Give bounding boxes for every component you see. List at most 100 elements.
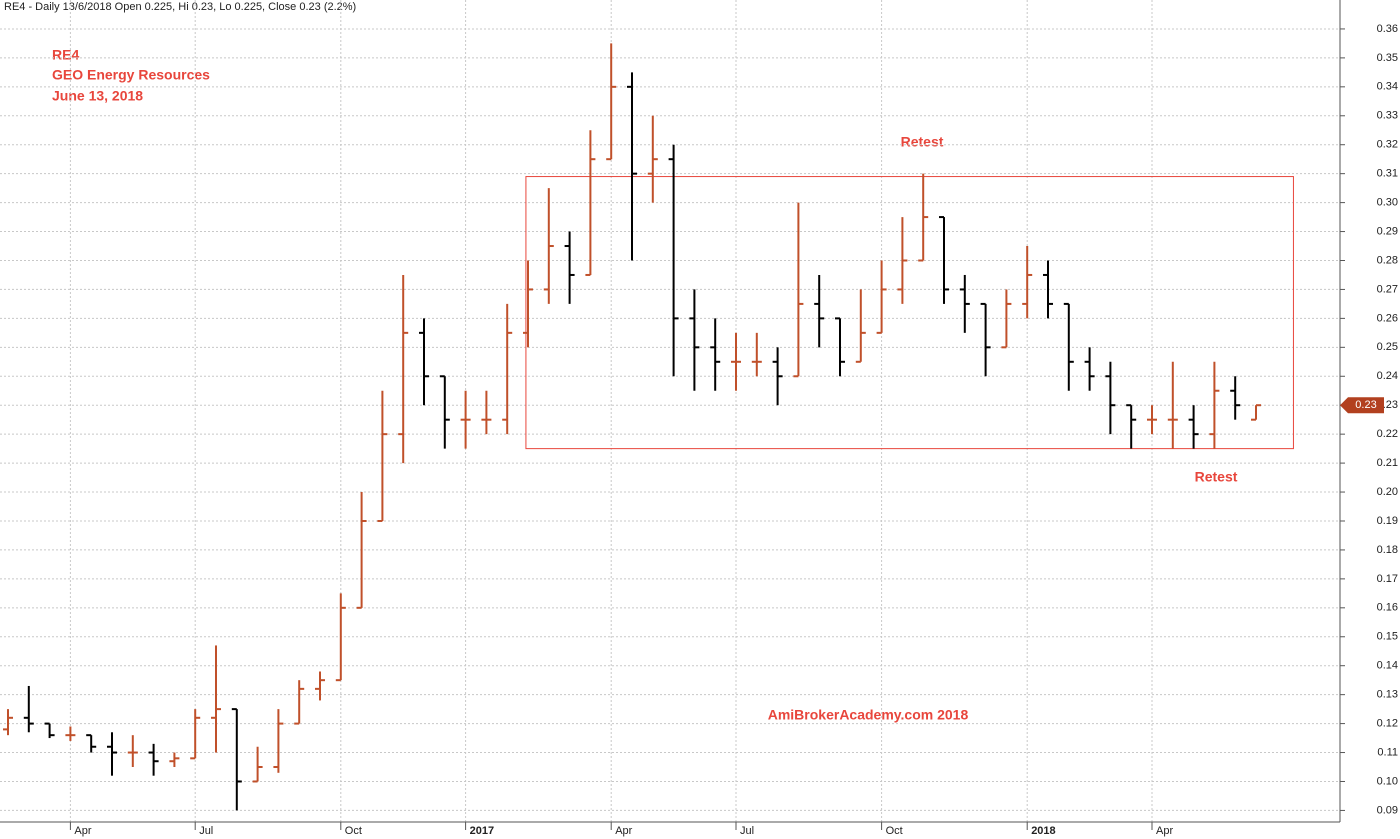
ohlc-bar <box>107 732 117 776</box>
y-tick-label: 0.29 <box>1377 225 1398 237</box>
ohlc-bar <box>523 260 533 348</box>
ohlc-bar <box>1167 361 1178 449</box>
y-tick-label: 0.32 <box>1377 139 1398 151</box>
ohlc-bar <box>585 130 596 276</box>
y-tick-label: 0.15 <box>1377 631 1398 643</box>
ohlc-bar <box>335 593 346 682</box>
ohlc-bar <box>897 217 908 304</box>
y-tick-label: 0.12 <box>1377 717 1398 729</box>
y-tick-label: 0.09 <box>1377 804 1398 816</box>
last-price-label: 0.23 <box>1355 399 1376 411</box>
y-tick-label: 0.27 <box>1377 283 1398 295</box>
y-tick-label: 0.28 <box>1377 254 1398 266</box>
ohlc-bar <box>1188 405 1199 449</box>
x-tick-label: Oct <box>345 825 362 837</box>
last-price-tag <box>1340 397 1384 414</box>
y-tick-label: 0.17 <box>1377 573 1398 585</box>
ohlc-bar <box>689 289 700 391</box>
ohlc-bar <box>1084 347 1095 391</box>
ohlc-bar <box>1147 405 1157 435</box>
ohlc-bar <box>252 746 263 783</box>
y-tick-label: 0.35 <box>1377 52 1398 64</box>
ohlc-bar <box>710 318 721 391</box>
ohlc-bar <box>419 318 429 406</box>
y-tick-label: 0.18 <box>1377 544 1398 556</box>
ohlc-bar <box>127 735 138 768</box>
ohlc-bar <box>169 752 180 768</box>
ohlc-bar <box>980 302 991 377</box>
ohlc-bar <box>44 722 55 739</box>
ohlc-bar <box>772 347 783 406</box>
company-annotation: GEO Energy Resources <box>52 67 210 83</box>
x-tick-label: Jul <box>199 825 213 837</box>
ohlc-bar <box>211 645 221 753</box>
ohlc-bar <box>148 743 159 776</box>
date-annotation: June 13, 2018 <box>52 88 143 104</box>
ohlc-bar <box>751 332 762 377</box>
ohlc-bar <box>481 390 492 435</box>
ohlc-bar <box>647 115 658 203</box>
y-tick-label: 0.10 <box>1377 775 1398 787</box>
ohlc-bar <box>377 390 388 522</box>
ohlc-bar <box>1126 404 1137 449</box>
y-tick-label: 0.33 <box>1377 110 1398 122</box>
ohlc-bar <box>273 709 284 773</box>
ohlc-bar <box>855 289 866 363</box>
ohlc-bar <box>1209 361 1220 449</box>
ohlc-bar <box>356 492 367 609</box>
ohlc-bar <box>190 709 201 760</box>
ohlc-bar <box>1251 404 1261 421</box>
y-tick-label: 0.34 <box>1377 81 1398 93</box>
y-tick-label: 0.31 <box>1377 168 1398 180</box>
ohlc-bar <box>460 390 471 449</box>
ohlc-bar <box>564 231 575 304</box>
ohlc-bar <box>86 734 97 753</box>
ohlc-bar <box>502 303 513 435</box>
ohlc-bar <box>1063 302 1074 391</box>
ohlc-bar <box>876 260 887 334</box>
ohlc-bar <box>398 274 409 464</box>
ohlc-bar <box>814 274 825 348</box>
ohlc-bar <box>1022 246 1033 319</box>
ohlc-bar <box>1043 260 1053 319</box>
ohlc-bar <box>918 173 929 262</box>
retest-annotation: Retest <box>1195 469 1238 485</box>
ohlc-bar <box>1105 361 1116 435</box>
symbol-annotation: RE4 <box>52 47 79 63</box>
y-tick-label: 0.30 <box>1377 197 1398 209</box>
ohlc-bar <box>731 332 741 391</box>
y-tick-label: 0.24 <box>1377 370 1398 382</box>
ohlc-bar <box>231 708 242 811</box>
ohlc-bar <box>959 274 970 333</box>
x-tick-label: Apr <box>615 825 632 837</box>
y-tick-label: 0.36 <box>1377 23 1398 35</box>
x-tick-label: 2017 <box>470 825 494 837</box>
ohlc-bar <box>835 317 845 377</box>
x-tick-label: Jul <box>740 825 754 837</box>
x-tick-label: 2018 <box>1031 825 1055 837</box>
ohlc-bar <box>439 375 450 449</box>
ohlc-bar <box>1001 289 1012 349</box>
y-tick-label: 0.21 <box>1377 457 1398 469</box>
ohlc-bar <box>627 72 637 261</box>
y-tick-label: 0.13 <box>1377 689 1398 701</box>
y-tick-label: 0.16 <box>1377 602 1398 614</box>
ohlc-bar <box>543 188 554 304</box>
ohlc-bar <box>606 43 617 161</box>
ohlc-bar <box>23 685 34 733</box>
range-box <box>525 176 1294 450</box>
y-tick-label: 0.25 <box>1377 341 1398 353</box>
y-tick-label: 0.11 <box>1377 746 1398 758</box>
y-tick-label: 0.19 <box>1377 515 1398 527</box>
y-tick-label: 0.22 <box>1377 428 1398 440</box>
ohlc-bar <box>939 216 949 304</box>
retest-annotation: Retest <box>901 134 944 150</box>
ohlc-bar <box>1230 376 1241 420</box>
y-tick-label: 0.14 <box>1377 660 1398 672</box>
watermark: AmiBrokerAcademy.com 2018 <box>768 707 969 723</box>
ohlc-bar <box>315 671 325 701</box>
ohlc-bar <box>3 709 13 736</box>
